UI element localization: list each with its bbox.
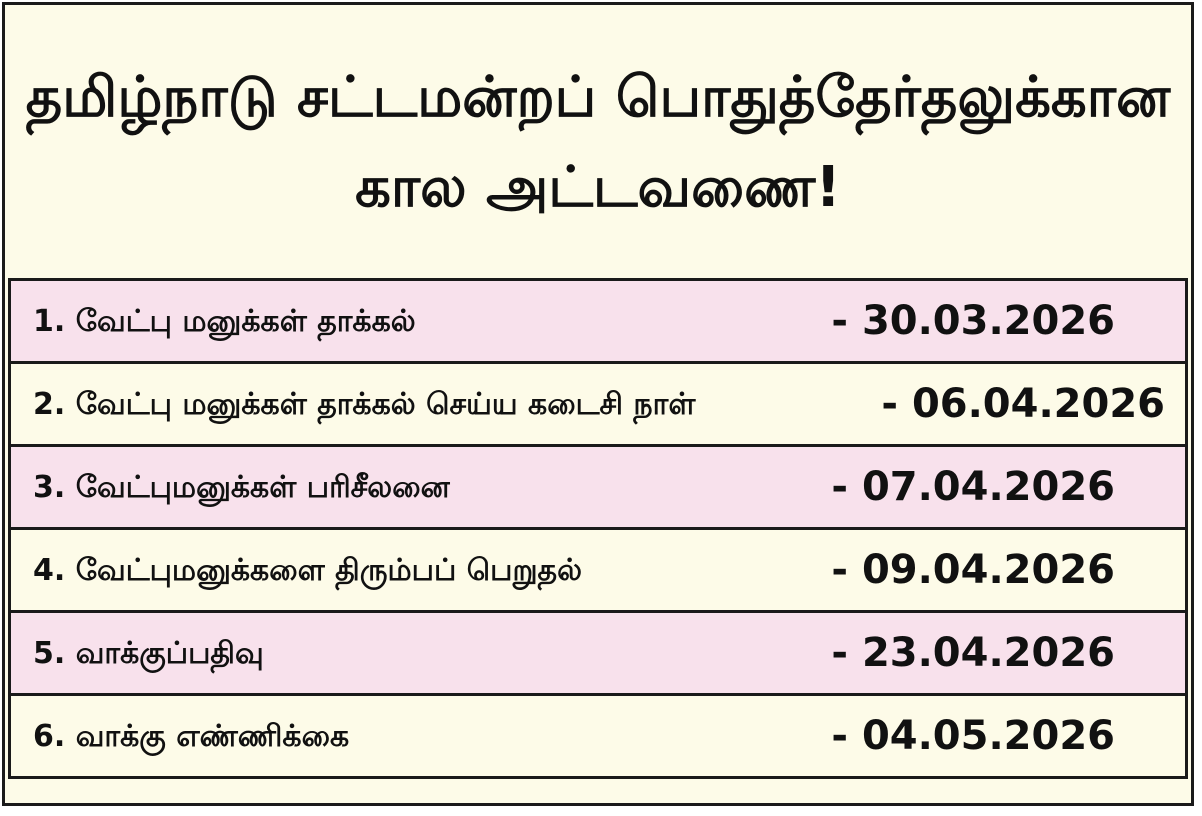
- row-date: - 09.04.2026: [831, 547, 1115, 593]
- title-line-2: கால அட்டவணை!: [355, 155, 841, 220]
- title-line-1: தமிழ்நாடு சட்டமன்றப் பொதுத்தேர்தலுக்கான: [25, 65, 1171, 130]
- schedule-row-2: 2. வேட்பு மனுக்கள் தாக்கல் செய்ய கடைசி ந…: [8, 361, 1188, 447]
- row-label: 5. வாக்குப்பதிவு: [33, 635, 264, 671]
- row-date: - 30.03.2026: [831, 298, 1115, 344]
- row-date: - 07.04.2026: [831, 464, 1115, 510]
- schedule-row-5: 5. வாக்குப்பதிவு - 23.04.2026: [8, 610, 1188, 696]
- schedule-row-6: 6. வாக்கு எண்ணிக்கை - 04.05.2026: [8, 693, 1188, 779]
- title-block: தமிழ்நாடு சட்டமன்றப் பொதுத்தேர்தலுக்கான …: [8, 5, 1188, 281]
- row-label: 6. வாக்கு எண்ணிக்கை: [33, 718, 350, 754]
- row-date: - 06.04.2026: [881, 381, 1165, 427]
- row-label: 3. வேட்புமனுக்கள் பரிசீலனை: [33, 469, 450, 505]
- schedule-card: தமிழ்நாடு சட்டமன்றப் பொதுத்தேர்தலுக்கான …: [2, 2, 1194, 806]
- schedule-row-3: 3. வேட்புமனுக்கள் பரிசீலனை - 07.04.2026: [8, 444, 1188, 530]
- row-label: 2. வேட்பு மனுக்கள் தாக்கல் செய்ய கடைசி ந…: [33, 386, 696, 422]
- schedule-row-4: 4. வேட்புமனுக்களை திரும்பப் பெறுதல் - 09…: [8, 527, 1188, 613]
- row-label: 1. வேட்பு மனுக்கள் தாக்கல்: [33, 303, 416, 339]
- row-label: 4. வேட்புமனுக்களை திரும்பப் பெறுதல்: [33, 552, 582, 588]
- row-date: - 04.05.2026: [831, 713, 1115, 759]
- row-date: - 23.04.2026: [831, 630, 1115, 676]
- schedule-row-1: 1. வேட்பு மனுக்கள் தாக்கல் - 30.03.2026: [8, 278, 1188, 364]
